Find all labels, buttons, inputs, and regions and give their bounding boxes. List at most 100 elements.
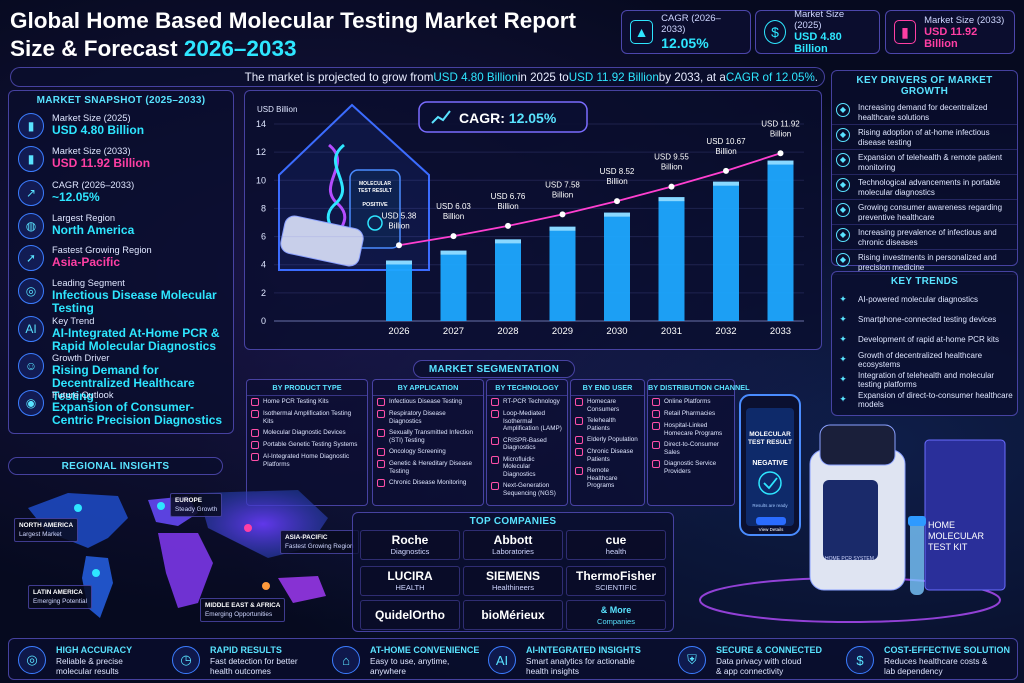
segment-bullet-icon: [377, 410, 385, 418]
trend-icon: ✦: [839, 374, 847, 385]
feature-item: $ COST-EFFECTIVE SOLUTION Reduces health…: [846, 641, 1010, 679]
data-label-unit: Billion: [770, 129, 791, 138]
segment-item: RT-PCR Technology: [487, 396, 567, 408]
y-tick-label: 0: [261, 316, 266, 326]
segment-header: BY TECHNOLOGY: [487, 380, 567, 396]
trend-item: ✦ Smartphone-connected testing devices: [832, 310, 1017, 330]
data-label-unit: Billion: [388, 221, 409, 230]
dollar-icon: $: [764, 20, 787, 44]
segment-column: BY TECHNOLOGY RT-PCR Technology Loop-Media…: [486, 379, 568, 506]
drivers-title: KEY DRIVERS OF MARKET GROWTH: [856, 75, 993, 97]
segment-header: BY END USER: [571, 380, 644, 396]
y-tick-label: 14: [256, 119, 266, 129]
kpi-size-2025: $ Market Size (2025) USD 4.80 Billion: [755, 9, 880, 55]
snapshot-row: ↗ CAGR (2026–2033) ~12.05%: [18, 180, 228, 206]
bar: [604, 212, 630, 321]
data-label-unit: Billion: [552, 190, 573, 199]
company-logo: SIEMENS Healthineers: [463, 566, 563, 596]
test-kit-label: HOME MOLECULAR TEST KIT: [928, 520, 985, 552]
data-label-unit: Billion: [606, 177, 627, 186]
trend-icon: ✦: [839, 334, 847, 345]
data-label: USD 10.67: [706, 137, 746, 146]
y-tick-label: 12: [256, 147, 266, 157]
kpi-size-2033-value: USD 11.92 Billion: [924, 25, 978, 50]
companies-title: TOP COMPANIES: [469, 516, 557, 527]
dollar-coin-icon: $: [846, 646, 874, 674]
kpi-size-2033: ▮ Market Size (2033) USD 11.92 Billion: [885, 10, 1015, 54]
company-logo: Roche Diagnostics: [360, 530, 460, 560]
company-logo: ThermoFisher SCIENTIFIC: [566, 566, 666, 596]
driver-icon: ◆: [836, 228, 850, 242]
x-tick-label: 2031: [661, 326, 682, 337]
phone-result-note: Results are ready: [752, 503, 788, 508]
segment-item: Molecular Diagnostic Devices: [247, 427, 367, 439]
snapshot-row: ▮ Market Size (2025) USD 4.80 Billion: [18, 113, 228, 139]
driver-item: ◆ Increasing prevalence of infectious and…: [832, 225, 1017, 250]
snapshot-row: ◉ Future Outlook Expansion of Consumer-C…: [18, 390, 228, 427]
segment-item: Elderly Population: [571, 434, 644, 446]
bar: [495, 239, 521, 321]
company-logo: & More Companies: [566, 600, 666, 630]
segment-item: Online Platforms: [648, 396, 734, 408]
x-tick-label: 2033: [770, 326, 791, 337]
segment-bullet-icon: [652, 422, 660, 430]
trend-point: [777, 150, 784, 157]
segment-bullet-icon: [251, 441, 259, 449]
target-icon: ◎: [18, 278, 44, 304]
pcr-device-label: HOME PCR SYSTEM: [825, 556, 874, 562]
snapshot-value: North America: [52, 223, 135, 237]
device-phone: [349, 169, 401, 249]
segment-bullet-icon: [377, 398, 385, 406]
test-kit-box: [924, 439, 1006, 591]
segment-column: BY APPLICATION Infectious Disease Testing…: [372, 379, 484, 506]
segment-bullet-icon: [491, 455, 499, 464]
segment-bullet-icon: [575, 417, 583, 425]
driver-item: ◆ Technological advancements in portable …: [832, 175, 1017, 200]
segment-bullet-icon: [251, 398, 259, 406]
bar-top-highlight: [549, 226, 576, 231]
bar-top-highlight: [440, 250, 467, 255]
trend-item: ✦ Development of rapid at-home PCR kits: [832, 330, 1017, 350]
segment-item: Loop-Mediated Isothermal Amplification (…: [487, 408, 567, 435]
x-tick-label: 2032: [715, 326, 736, 337]
bar: [767, 160, 794, 321]
segment-item: Respiratory Disease Diagnostics: [373, 408, 483, 427]
company-logo: bioMérieux: [463, 600, 563, 630]
segment-bullet-icon: [652, 398, 660, 406]
latin-america-pin: [92, 569, 100, 577]
region-label-north-america: NORTH AMERICA Largest Market: [14, 518, 79, 542]
region-label-mea: MIDDLE EAST & AFRICA Emerging Opportuniti…: [200, 598, 286, 622]
trend-point: [450, 233, 457, 240]
trend-point: [505, 222, 511, 229]
eye-icon: ◉: [18, 390, 44, 416]
trends-title: KEY TRENDS: [890, 276, 959, 287]
segment-header: BY APPLICATION: [373, 380, 483, 396]
snapshot-value: AI-Integrated At-Home PCR & Rapid Molecu…: [52, 326, 220, 353]
kpi-size-2025-value: USD 4.80 Billion: [794, 31, 842, 55]
segment-bullet-icon: [652, 460, 660, 468]
trend-icon: ✦: [839, 294, 847, 305]
mea-pin: [262, 582, 270, 590]
data-label-unit: Billion: [497, 202, 518, 211]
trend-point: [668, 183, 675, 190]
snapshot-row: AI Key Trend AI-Integrated At-Home PCR &…: [18, 316, 228, 353]
segment-bullet-icon: [575, 398, 583, 406]
y-axis-label: USD Billion: [257, 105, 297, 114]
growth-chart-icon: [431, 110, 451, 124]
segment-item: Genetic & Hereditary Disease Testing: [373, 458, 483, 477]
y-tick-label: 6: [261, 232, 266, 242]
device-title-2: TEST RESULT: [358, 188, 392, 194]
segment-item: Hospital-Linked Homecare Programs: [648, 420, 734, 439]
bar-icon: ▮: [18, 146, 44, 172]
segment-item: Next-Generation Sequencing (NGS): [487, 480, 567, 499]
region-label-asia-pacific: ASIA-PACIFIC Fastest Growing Region: [280, 530, 359, 554]
trend-point: [723, 167, 729, 174]
device-test-cartridge: [280, 215, 364, 267]
y-tick-label: 2: [261, 288, 266, 298]
driver-item: ◆ Rising adoption of at-home infectious d…: [832, 125, 1017, 150]
bar-top-highlight: [658, 197, 685, 202]
device-check-icon: [367, 215, 383, 231]
home-test-devices-illustration: [699, 394, 1006, 623]
segment-item: Diagnostic Service Providers: [648, 458, 734, 477]
trend-icon: ✦: [839, 394, 847, 405]
